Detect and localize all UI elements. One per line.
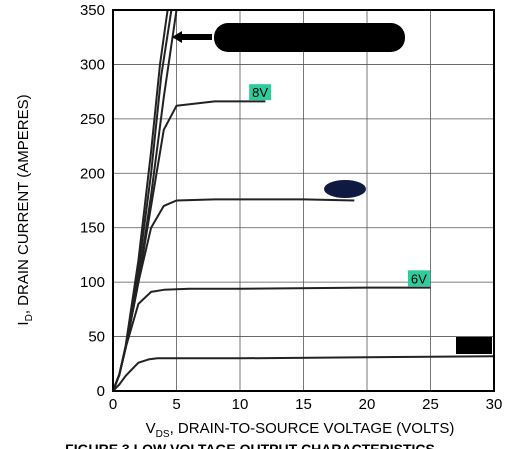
gate-label-0: 8V (252, 85, 268, 100)
gate-label-bg-0 (249, 84, 272, 101)
x-tick-label-0: 0 (109, 396, 117, 413)
plot-frame (112, 9, 495, 392)
y-tick-label-6: 300 (80, 56, 105, 73)
redacted-label-box (214, 23, 405, 52)
x-axis-title: VDS, DRAIN-TO-SOURCE VOLTAGE (VOLTS) (146, 420, 455, 440)
grid (113, 10, 494, 391)
y-tick-label-2: 100 (80, 274, 105, 291)
arrow-annotation (172, 31, 212, 43)
curves (112, 9, 495, 392)
y-tick-label-3: 150 (80, 220, 105, 237)
gate-label-1: 6V (411, 271, 427, 286)
series-line-2 (112, 198, 355, 392)
x-tick-label-1: 5 (172, 396, 180, 413)
y-tick-label-5: 250 (80, 111, 105, 128)
gate-labels: 8V 6V (249, 84, 430, 287)
y-tick-label-1: 50 (88, 329, 105, 346)
series-line-3 (112, 100, 266, 392)
series-line-5 (112, 9, 173, 392)
x-tick-label-4: 20 (359, 396, 376, 413)
y-tick-label-7: 350 (80, 2, 105, 19)
redacted-gate-label-low (456, 337, 492, 354)
y-axis-title: ID, DRAIN CURRENT (AMPERES) (15, 94, 35, 325)
series-line-1 (112, 286, 431, 392)
x-tick-label-5: 25 (422, 396, 439, 413)
y-tick-label-4: 200 (80, 165, 105, 182)
x-tick-label-6: 30 (486, 396, 503, 413)
figure-caption: FIGURE 3 LOW VOLTAGE OUTPUT CHARACTERIST… (65, 441, 435, 449)
series-line-6 (112, 9, 169, 392)
x-tick-label-2: 10 (232, 396, 249, 413)
series-line-0 (112, 355, 495, 392)
gate-label-bg-1 (407, 270, 430, 287)
y-tick-label-0: 0 (97, 383, 105, 400)
redacted-gate-label (324, 180, 366, 198)
x-tick-label-3: 15 (295, 396, 312, 413)
